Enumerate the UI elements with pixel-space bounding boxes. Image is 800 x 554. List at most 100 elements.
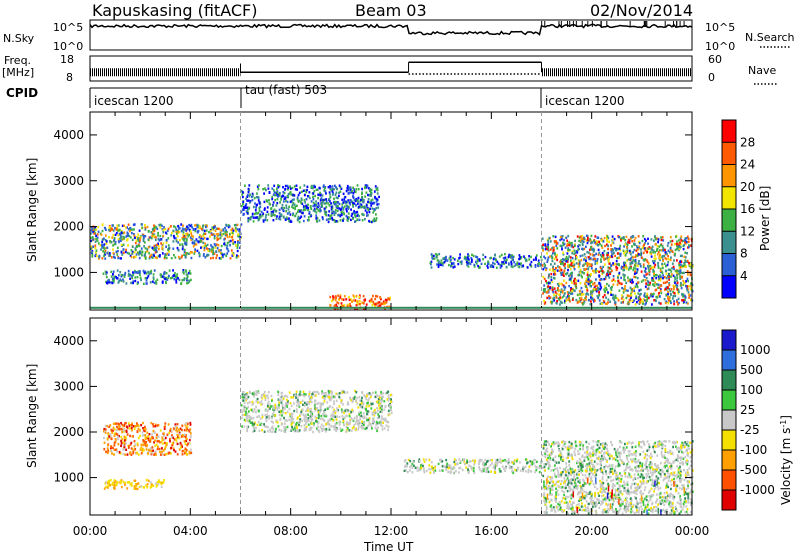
velocity-cell: [331, 413, 333, 416]
power-cell: [245, 197, 247, 200]
power-cell: [336, 206, 339, 209]
velocity-cell: [189, 423, 192, 426]
power-cell: [364, 298, 367, 301]
power-cell: [377, 202, 380, 206]
power-cell: [627, 241, 629, 244]
velocity-cell: [141, 450, 144, 453]
velocity-cell: [173, 438, 176, 441]
velocity-cell: [308, 395, 310, 398]
power-cell: [590, 246, 592, 249]
velocity-cell: [106, 424, 108, 428]
power-cell: [159, 238, 162, 242]
power-cell: [605, 286, 607, 290]
power-cell: [680, 239, 683, 242]
power-cell: [163, 271, 166, 274]
power-cell: [430, 266, 433, 269]
power-cell: [685, 265, 687, 268]
power-cell: [591, 290, 594, 294]
power-cell: [321, 216, 324, 219]
power-cell: [105, 275, 108, 279]
velocity-cell: [133, 487, 136, 490]
power-cell: [120, 274, 123, 277]
power-cell: [331, 216, 333, 220]
velocity-cell: [378, 394, 381, 398]
power-cell: [657, 278, 660, 282]
power-cell: [162, 229, 165, 232]
velocity-cell: [371, 420, 374, 424]
power-cell: [630, 293, 633, 297]
power-cell: [272, 201, 275, 204]
power-cell: [193, 243, 196, 246]
velocity-cell: [247, 395, 250, 399]
power-cell: [674, 254, 676, 257]
power-cell: [459, 253, 461, 256]
velocity-cell: [132, 448, 135, 451]
velocity-cell: [245, 419, 248, 422]
velocity-cell: [360, 411, 362, 414]
velocity-cell: [328, 391, 330, 394]
power-cell: [632, 259, 635, 262]
power-cell: [589, 263, 592, 266]
power-cell: [448, 257, 451, 260]
power-cell: [624, 285, 626, 288]
power-cell: [667, 290, 669, 294]
power-cell: [634, 270, 636, 273]
power-cell: [133, 255, 135, 259]
velocity-cell: [118, 423, 120, 426]
power-cell: [133, 234, 136, 237]
velocity-cell: [151, 446, 154, 449]
power-cell: [135, 239, 138, 242]
velocity-cell: [374, 408, 376, 412]
velocity-cell: [155, 436, 158, 439]
power-cell: [644, 279, 647, 282]
power-cell: [586, 273, 589, 276]
power-cell: [207, 249, 210, 252]
power-cell: [296, 217, 299, 220]
power-cell: [330, 189, 333, 192]
velocity-cell: [342, 418, 345, 421]
velocity-cell: [303, 429, 306, 432]
power-cell: [607, 247, 609, 251]
power-cell: [339, 208, 342, 211]
power-cell: [548, 274, 550, 278]
velocity-cell: [126, 425, 128, 429]
power-cell: [108, 281, 111, 284]
power-cell: [589, 284, 592, 288]
power-cell: [646, 283, 649, 286]
velocity-cell: [267, 417, 270, 420]
power-cell: [272, 213, 275, 217]
power-cell: [157, 245, 160, 248]
power-cell: [114, 233, 117, 236]
power-cell: [575, 254, 577, 257]
velocity-cell: [309, 415, 312, 418]
power-cell: [642, 302, 644, 305]
power-cell: [596, 295, 599, 298]
power-cell: [353, 198, 356, 202]
power-cell: [645, 282, 648, 285]
power-cell: [347, 199, 350, 202]
velocity-cell: [378, 402, 381, 406]
velocity-cell: [284, 419, 287, 422]
velocity-cell: [246, 393, 249, 396]
power-cell: [489, 265, 492, 268]
power-cell: [231, 235, 234, 239]
power-cell: [498, 255, 501, 258]
power-cell: [254, 216, 257, 219]
power-cell: [293, 194, 296, 197]
power-cell: [552, 265, 554, 268]
power-cell: [610, 269, 613, 272]
power-cell: [633, 260, 636, 263]
velocity-cell: [121, 438, 124, 441]
velocity-cell: [281, 414, 283, 417]
power-cell: [672, 294, 675, 298]
velocity-cell: [252, 430, 255, 433]
velocity-cell: [380, 404, 383, 408]
velocity-cell: [330, 389, 333, 393]
power-cell: [181, 227, 184, 230]
power-cell: [128, 252, 131, 255]
power-cell: [588, 251, 590, 254]
power-cell: [198, 251, 200, 255]
power-cell: [628, 279, 631, 282]
velocity-cell: [252, 392, 255, 396]
power-cell: [549, 240, 552, 243]
